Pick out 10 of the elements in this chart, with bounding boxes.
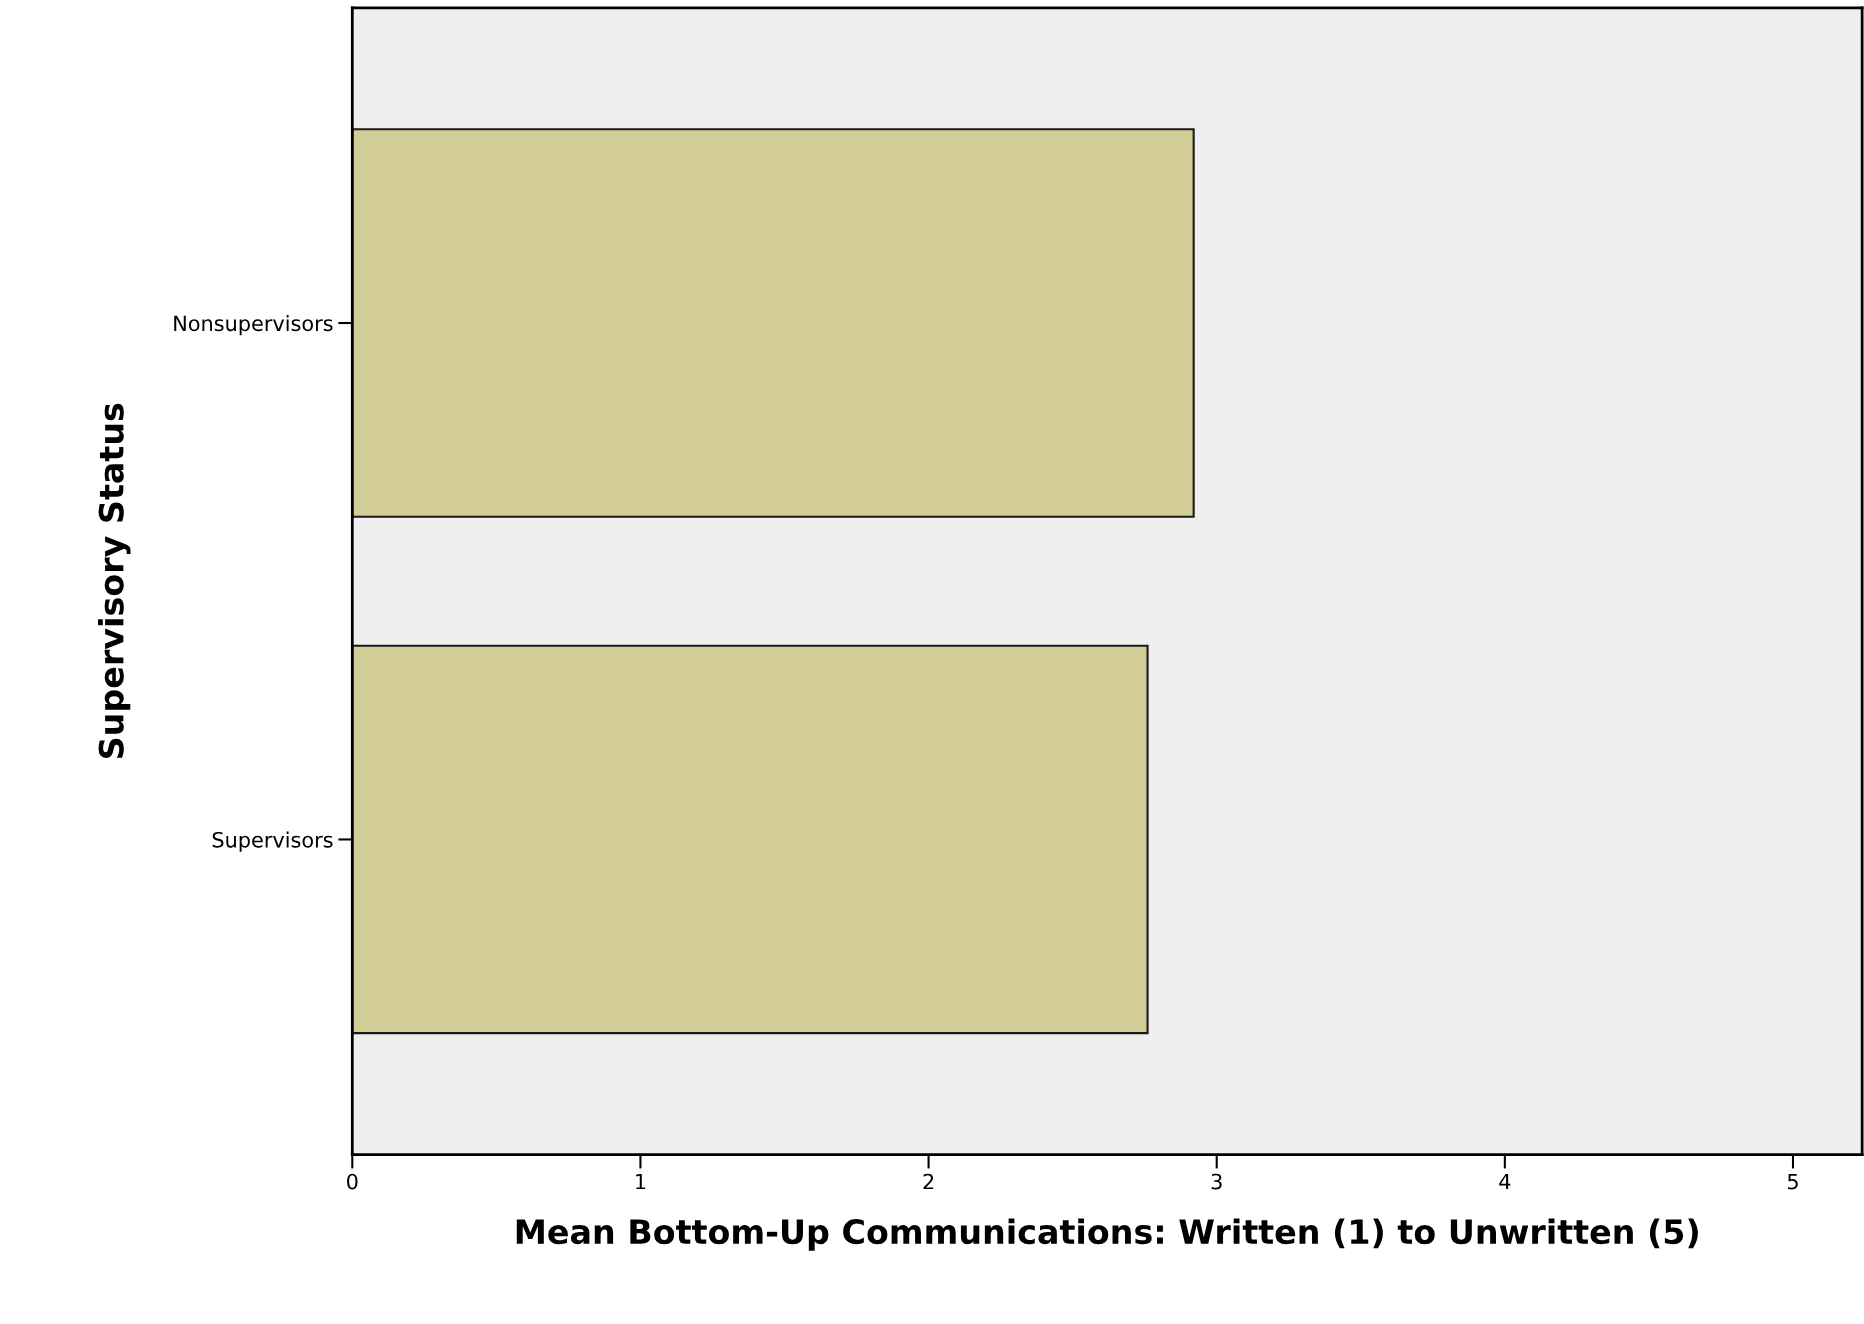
- x-tick-label: 0: [347, 1173, 358, 1190]
- x-tick-label: 5: [1787, 1173, 1798, 1190]
- x-tick-label: 3: [1211, 1173, 1222, 1190]
- y-axis-title: Supervisory Status: [98, 403, 131, 758]
- x-axis-title: Mean Bottom-Up Communications: Written (1) to Unwritten (5): [516, 1218, 1698, 1251]
- y-tick-label: Supervisors: [212, 831, 333, 852]
- x-tick-label: 1: [636, 1173, 646, 1190]
- y-tick-label: Nonsupervisors: [174, 315, 333, 336]
- x-tick-label: 2: [923, 1173, 934, 1190]
- x-tick-label: 4: [1499, 1173, 1511, 1190]
